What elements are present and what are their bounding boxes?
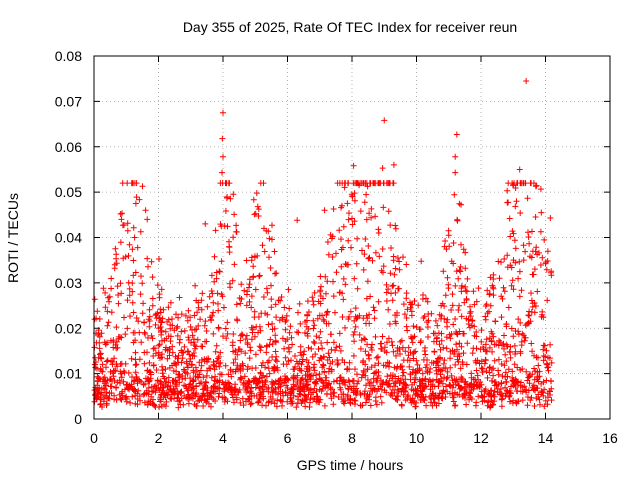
x-tick-label: 8: [348, 430, 356, 446]
x-tick-label: 2: [155, 430, 163, 446]
x-tick-label: 10: [409, 430, 425, 446]
roti-point: [390, 161, 397, 168]
y-tick-label: 0.07: [55, 93, 82, 109]
data-points: [91, 77, 555, 411]
roti-point: [453, 131, 460, 138]
y-tick-labels: 0 0.01 0.02 0.03 0.04 0.05 0.06 0.07 0.08: [55, 48, 82, 427]
roti-point: [379, 165, 386, 172]
roti-point: [532, 183, 539, 190]
roti-point: [452, 169, 459, 176]
x-tick-labels: 0 2 4 6 8 10 12 14 16: [90, 430, 618, 446]
roti-point: [220, 153, 226, 160]
roti-point: [144, 216, 151, 223]
roti-point: [220, 109, 226, 116]
y-tick-label: 0.03: [55, 275, 82, 291]
roti-point: [513, 198, 520, 205]
roti-point: [202, 220, 209, 227]
y-tick-label: 0.01: [55, 366, 82, 382]
x-tick-label: 6: [284, 430, 292, 446]
axis-ticks: [93, 55, 611, 420]
roti-point: [321, 207, 328, 214]
roti-point: [294, 217, 301, 224]
roti-point: [450, 239, 457, 246]
y-axis-label: ROTI / TECUs: [5, 193, 21, 283]
grid-lines: [94, 56, 610, 419]
roti-point: [381, 117, 388, 124]
roti-point: [219, 135, 226, 142]
y-tick-label: 0.06: [55, 139, 82, 155]
roti-point: [452, 153, 459, 160]
roti-point: [350, 162, 357, 169]
y-tick-label: 0.02: [55, 320, 82, 336]
y-tick-label: 0.08: [55, 48, 82, 64]
y-tick-label: 0.04: [55, 230, 82, 246]
chart-title: Day 355 of 2025, Rate Of TEC Index for r…: [183, 19, 517, 35]
x-tick-label: 0: [90, 430, 98, 446]
x-tick-label: 4: [219, 430, 227, 446]
roti-point: [118, 216, 125, 223]
x-tick-label: 14: [538, 430, 554, 446]
x-tick-label: 16: [602, 430, 618, 446]
roti-point: [516, 166, 523, 173]
roti-point: [368, 205, 375, 212]
roti-point: [523, 77, 530, 84]
roti-point-cloud: [91, 180, 555, 411]
roti-point: [142, 207, 149, 214]
x-tick-label: 12: [473, 430, 489, 446]
y-tick-label: 0.05: [55, 184, 82, 200]
y-tick-label: 0: [74, 411, 82, 427]
roti-point: [547, 214, 554, 221]
x-axis-label: GPS time / hours: [297, 457, 404, 473]
roti-point: [219, 169, 226, 176]
